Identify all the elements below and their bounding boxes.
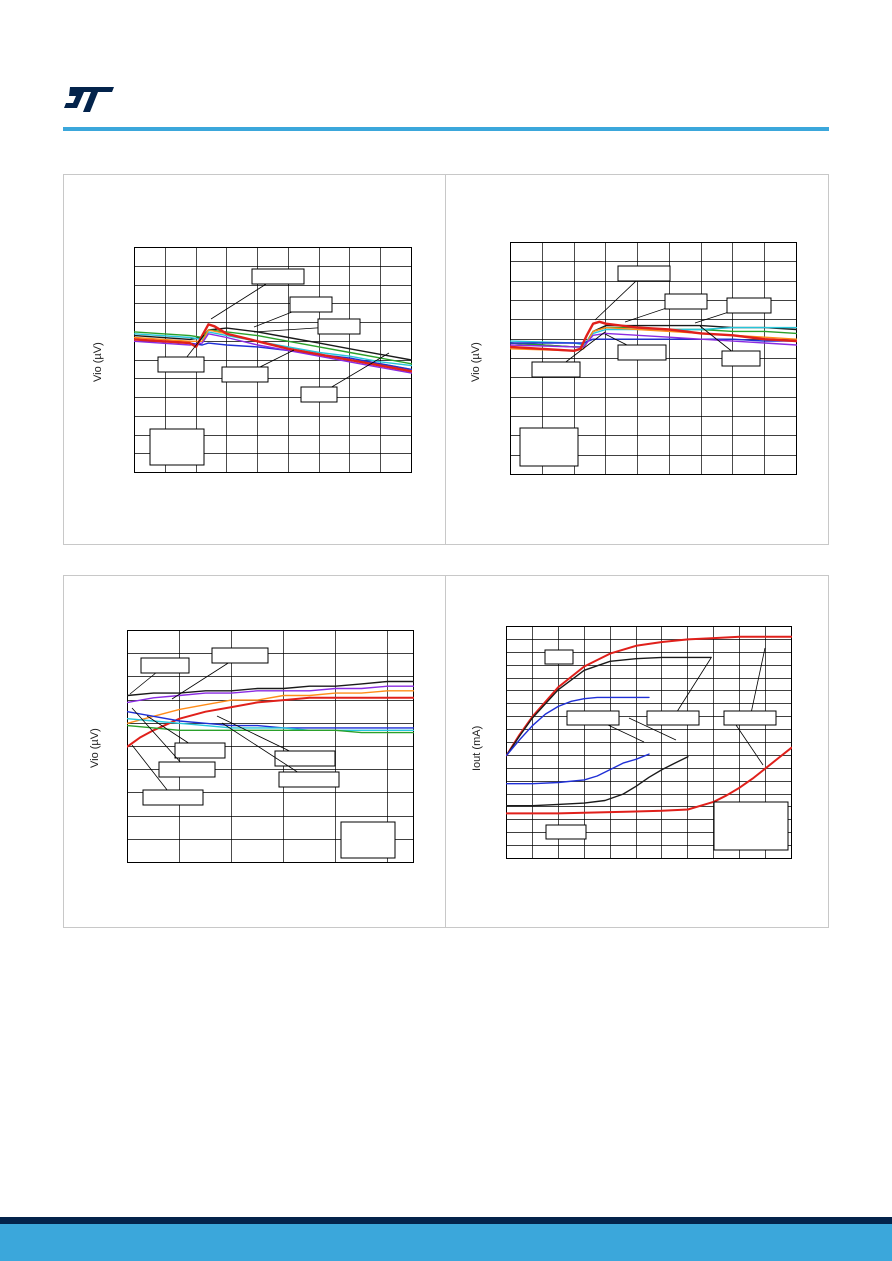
- plot-frame: [510, 242, 797, 475]
- series-line-2: [134, 329, 412, 365]
- chart-4: [506, 626, 792, 859]
- callout-box-5: [221, 366, 269, 383]
- chart-2-ylabel: Vio (µV): [470, 342, 482, 382]
- chart-2: [510, 242, 797, 475]
- callout-box-1: [544, 649, 574, 665]
- panel-divider-1: [445, 174, 446, 545]
- chart-1-svg: [134, 247, 412, 473]
- series-line-2: [127, 685, 414, 704]
- footer-light-band: [0, 1224, 892, 1261]
- callout-box-6: [274, 750, 336, 767]
- series-line-4: [506, 753, 650, 785]
- callout-leader: [131, 744, 174, 798]
- callout-box-4: [158, 761, 216, 778]
- series-line-7: [510, 320, 797, 353]
- callout-leader: [131, 707, 188, 770]
- callout-box-1: [617, 265, 671, 282]
- chart-4-ylabel: Iout (mA): [471, 725, 483, 771]
- callout-box-2: [211, 647, 269, 664]
- callout-leader: [735, 724, 764, 766]
- chart-2-svg: [510, 242, 797, 475]
- st-logo-icon: [64, 87, 114, 112]
- panel-divider-2: [445, 575, 446, 928]
- callout-box-1: [251, 268, 305, 285]
- callout-box-7: [278, 771, 340, 788]
- chart-3-svg: [127, 630, 414, 863]
- callout-box-3: [726, 297, 772, 314]
- series-line-5: [127, 710, 414, 729]
- chart-3: [127, 630, 414, 863]
- series-line-7: [134, 323, 412, 373]
- footer-dark-band: [0, 1217, 892, 1224]
- chart-1-ylabel: Vio (µV): [92, 342, 104, 382]
- series-line-6: [127, 717, 414, 732]
- panel-row-1: [63, 174, 829, 545]
- callout-box-3: [317, 318, 361, 335]
- panel-row-2: [63, 575, 829, 928]
- series-line-3: [127, 690, 414, 725]
- conditions-box: [713, 801, 789, 851]
- callout-leader: [221, 722, 310, 780]
- callout-box-3: [646, 710, 700, 726]
- logo-s-shape: [64, 87, 114, 112]
- callout-leader: [628, 717, 677, 741]
- conditions-box: [149, 428, 205, 466]
- callout-box-6: [300, 386, 338, 403]
- series-line-4: [127, 696, 414, 748]
- callout-box-5: [617, 344, 667, 361]
- series-line-5: [510, 338, 797, 344]
- header-rule: [63, 127, 829, 131]
- callout-box-2: [664, 293, 708, 310]
- plot-frame: [506, 626, 792, 859]
- callout-box-4: [723, 710, 777, 726]
- callout-leader: [672, 657, 712, 719]
- callout-box-2: [289, 296, 333, 313]
- series-line-7: [127, 724, 414, 734]
- conditions-box: [519, 427, 579, 467]
- callout-box-5: [142, 789, 204, 806]
- series-line-1: [506, 635, 792, 757]
- callout-box-2: [566, 710, 620, 726]
- conditions-box: [340, 821, 396, 859]
- callout-box-6: [721, 350, 761, 367]
- callout-box-3: [174, 742, 226, 759]
- chart-1: [134, 247, 412, 473]
- chart-4-svg: [506, 626, 792, 859]
- callout-box-5: [545, 824, 587, 840]
- series-line-2: [506, 656, 712, 757]
- callout-box-4: [157, 356, 205, 373]
- series-line-1: [127, 680, 414, 697]
- callout-leader: [749, 647, 766, 719]
- callout-box-4: [531, 361, 581, 378]
- series-line-3: [506, 696, 650, 757]
- chart-3-ylabel: Vio (µV): [89, 728, 101, 768]
- callout-box-1: [140, 657, 190, 674]
- series-line-5: [506, 755, 689, 807]
